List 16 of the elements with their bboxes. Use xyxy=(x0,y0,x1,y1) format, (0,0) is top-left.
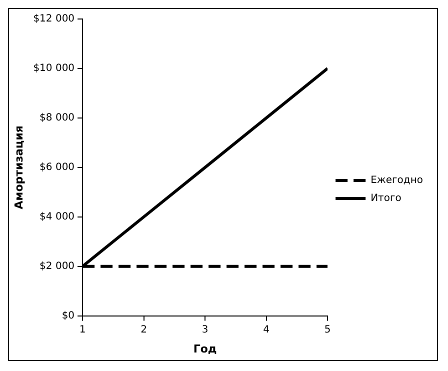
y-axis-title: Амортизация xyxy=(12,126,26,210)
x-tick-label: 4 xyxy=(263,324,270,336)
x-tick-label: 3 xyxy=(202,324,208,336)
x-tick-label: 2 xyxy=(140,324,147,336)
legend-label: Ежегодно xyxy=(370,175,423,186)
y-tick-label: $2 000 xyxy=(40,260,75,272)
y-tick-label: $10 000 xyxy=(33,63,75,74)
y-tick-label: $0 xyxy=(62,310,75,322)
y-tick-label: $12 000 xyxy=(33,14,75,25)
legend-label: Итого xyxy=(370,193,402,204)
y-tick-label: $4 000 xyxy=(40,211,75,222)
x-tick-label: 1 xyxy=(79,324,86,336)
x-axis-title: Год xyxy=(193,342,217,356)
y-tick-label: $6 000 xyxy=(40,162,75,173)
x-tick-label: 5 xyxy=(324,324,331,336)
y-tick-label: $8 000 xyxy=(40,112,75,124)
